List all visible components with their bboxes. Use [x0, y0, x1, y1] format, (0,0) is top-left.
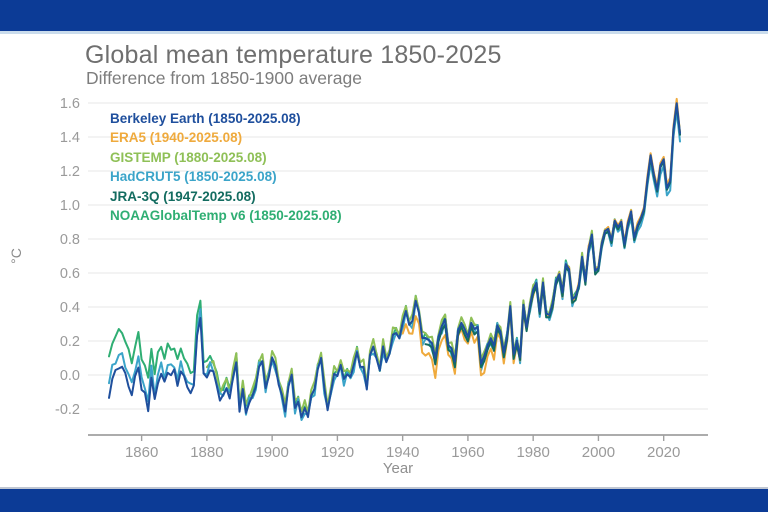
x-tick-label: 1900 [255, 444, 288, 461]
y-tick-label: -0.2 [55, 402, 80, 418]
x-axis-title: Year [383, 460, 413, 477]
legend-item-berkeley-earth: Berkeley Earth (1850-2025.08) [110, 111, 301, 126]
bottom-border-bar [0, 487, 768, 512]
y-axis-title: °C [7, 248, 24, 264]
x-tick-label: 2020 [647, 444, 680, 461]
x-tick-label: 1980 [516, 444, 549, 461]
y-tick-label: 0.2 [60, 334, 80, 350]
y-tick-label: 0.6 [60, 266, 80, 282]
chart-legend: Berkeley Earth (1850-2025.08) ERA5 (1940-… [110, 109, 342, 225]
x-tick-label: 1940 [386, 444, 419, 461]
legend-item-jra-3q: JRA-3Q (1947-2025.08) [110, 188, 256, 204]
y-tick-label: 0.8 [60, 232, 80, 248]
series-line-berkeley-earth [108, 102, 681, 419]
legend-item-gistemp: GISTEMP (1880-2025.08) [110, 149, 267, 165]
top-border-bar [0, 0, 768, 34]
y-tick-label: 1.2 [60, 164, 80, 180]
y-tick-label: 1.4 [60, 130, 80, 146]
x-tick-label: 1920 [321, 444, 354, 461]
y-tick-label: 1.6 [60, 96, 80, 112]
page-subtitle: Difference from 1850-1900 average [86, 68, 362, 88]
legend-item-era5: ERA5 (1940-2025.08) [110, 130, 243, 146]
page-title: Global mean temperature 1850-2025 [85, 41, 502, 69]
x-tick-label: 1880 [190, 444, 223, 461]
x-tick-label: 1860 [125, 444, 158, 461]
y-tick-label: 1.0 [60, 198, 80, 214]
y-tick-label: 0.4 [60, 300, 80, 316]
x-tick-label: 1960 [451, 444, 484, 461]
legend-item-noaaglobaltemp-v6: NOAAGlobalTemp v6 (1850-2025.08) [110, 208, 342, 224]
y-tick-label: 0.0 [60, 368, 80, 384]
x-tick-label: 2000 [582, 444, 615, 461]
legend-item-hadcrut5: HadCRUT5 (1850-2025.08) [110, 169, 277, 185]
